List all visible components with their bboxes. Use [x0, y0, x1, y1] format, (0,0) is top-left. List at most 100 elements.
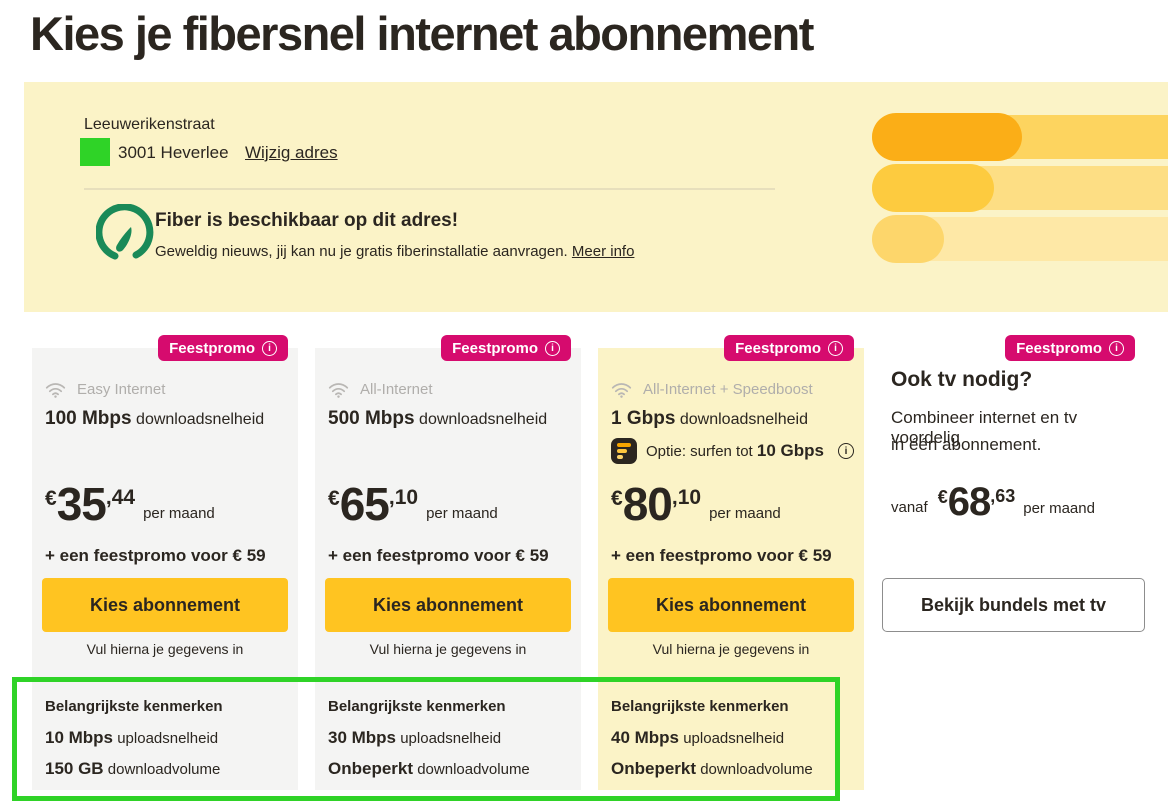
- speedometer-icon: [96, 204, 154, 260]
- fiber-available-text: Geweldig nieuws, jij kan nu je gratis fi…: [155, 243, 634, 260]
- speedboost-icon: [611, 438, 637, 464]
- fiber-available-title: Fiber is beschikbaar op dit adres!: [155, 210, 459, 231]
- speedboost-option-row: Optie: surfen tot 10 Gbps: [611, 438, 854, 464]
- upload-label: uploadsnelheid: [683, 730, 785, 747]
- info-icon[interactable]: [828, 340, 843, 356]
- volume-label: downloadvolume: [417, 761, 530, 778]
- currency-symbol: €: [328, 487, 340, 510]
- price-decimal: ,44: [105, 486, 136, 509]
- plan-name-row: Easy Internet: [45, 381, 165, 398]
- plan-name-row: All-Internet: [328, 381, 433, 398]
- volume-value: Onbeperkt: [611, 759, 697, 778]
- option-value: 10 Gbps: [756, 441, 824, 460]
- download-speed: 500 Mbps downloadsnelheid: [328, 408, 547, 430]
- choose-plan-button[interactable]: Kies abonnement: [608, 578, 854, 632]
- decorative-bar-1: [872, 113, 1168, 161]
- tv-offer-title: Ook tv nodig?: [891, 368, 1033, 391]
- tv-offer-text-line2: in één abonnement.: [891, 435, 1042, 454]
- upload-label: uploadsnelheid: [400, 730, 502, 747]
- option-text: Optie: surfen tot 10 Gbps: [646, 441, 824, 461]
- price-period: per maand: [709, 504, 781, 522]
- promo-badge[interactable]: Feestpromo: [158, 335, 288, 361]
- volume-feature: Onbeperkt downloadvolume: [611, 759, 813, 779]
- plan-card-all-internet-speedboost: Feestpromo All-Internet + Speedboost 1 G…: [598, 335, 864, 790]
- promo-badge[interactable]: Feestpromo: [441, 335, 571, 361]
- promo-badge-label: Feestpromo: [452, 339, 538, 357]
- price-integer: 80: [622, 478, 673, 530]
- price-integer: 65: [339, 478, 390, 530]
- features-title: Belangrijkste kenmerken: [611, 698, 789, 715]
- speed-label: downloadsnelheid: [419, 411, 548, 428]
- promo-badge-label: Feestpromo: [1016, 339, 1102, 357]
- decorative-bar-2: [872, 164, 1168, 212]
- price-decimal: ,10: [388, 486, 419, 509]
- price-period: per maand: [143, 504, 215, 522]
- speed-value: 1 Gbps: [611, 408, 676, 429]
- wifi-icon: [45, 383, 66, 398]
- upload-feature: 40 Mbps uploadsnelheid: [611, 728, 813, 748]
- address-street: Leeuwerikenstraat: [84, 116, 215, 133]
- promo-line: + een feestpromo voor € 59: [611, 546, 832, 565]
- banner-divider: [84, 188, 775, 190]
- promo-line: + een feestpromo voor € 59: [328, 546, 549, 565]
- features: Belangrijkste kenmerken 10 Mbps uploadsn…: [45, 698, 223, 790]
- tv-bundle-offer: Feestpromo Ook tv nodig? Combineer inter…: [882, 335, 1145, 632]
- wifi-icon: [328, 383, 349, 398]
- address-highlight-block: [80, 138, 110, 166]
- currency-symbol: €: [937, 487, 948, 507]
- cta-note: Vul hierna je gegevens in: [86, 641, 244, 657]
- plan-name: All-Internet: [360, 381, 433, 398]
- view-tv-bundles-button[interactable]: Bekijk bundels met tv: [882, 578, 1145, 632]
- upload-label: uploadsnelheid: [117, 730, 219, 747]
- plan-card-easy-internet: Feestpromo Easy Internet 100 Mbps downlo…: [32, 335, 298, 790]
- price-decimal: ,63: [990, 486, 1016, 506]
- wifi-icon: [611, 383, 632, 398]
- speed-value: 100 Mbps: [45, 408, 132, 429]
- promo-badge-label: Feestpromo: [169, 339, 255, 357]
- features: Belangrijkste kenmerken 40 Mbps uploadsn…: [611, 698, 813, 790]
- price-prefix: vanaf: [891, 498, 928, 516]
- volume-feature: 150 GB downloadvolume: [45, 759, 223, 779]
- plan-name: Easy Internet: [77, 381, 166, 398]
- info-icon[interactable]: [262, 340, 277, 356]
- speed-value: 500 Mbps: [328, 408, 415, 429]
- address-city: 3001 Heverlee: [118, 143, 229, 162]
- info-icon[interactable]: [838, 443, 854, 459]
- page-title: Kies je fibersnel internet abonnement: [30, 7, 814, 60]
- features-title: Belangrijkste kenmerken: [45, 698, 223, 715]
- cta-note: Vul hierna je gegevens in: [652, 641, 810, 657]
- price-period: per maand: [1023, 499, 1095, 517]
- price-integer: 35: [56, 478, 107, 530]
- plan-name: All-Internet + Speedboost: [643, 381, 813, 398]
- plan-card-all-internet: Feestpromo All-Internet 500 Mbps downloa…: [315, 335, 581, 790]
- more-info-link[interactable]: Meer info: [571, 243, 635, 260]
- volume-label: downloadvolume: [107, 761, 221, 778]
- upload-value: 40 Mbps: [611, 728, 680, 747]
- volume-feature: Onbeperkt downloadvolume: [328, 759, 530, 779]
- info-icon[interactable]: [1109, 340, 1124, 356]
- promo-badge[interactable]: Feestpromo: [1005, 335, 1135, 361]
- features-title: Belangrijkste kenmerken: [328, 698, 506, 715]
- volume-label: downloadvolume: [700, 761, 813, 778]
- fiber-text-body: Geweldig nieuws, jij kan nu je gratis fi…: [155, 243, 568, 260]
- upload-feature: 30 Mbps uploadsnelheid: [328, 728, 530, 748]
- tv-price: vanaf € 68 ,63 per maand: [891, 480, 1095, 524]
- download-speed: 1 Gbps downloadsnelheid: [611, 408, 808, 430]
- tv-offer-text-line1: Combineer internet en tv voordelig: [891, 408, 1078, 447]
- choose-plan-button[interactable]: Kies abonnement: [325, 578, 571, 632]
- decorative-bar-3: [872, 215, 1168, 263]
- download-speed: 100 Mbps downloadsnelheid: [45, 408, 264, 430]
- promo-badge[interactable]: Feestpromo: [724, 335, 854, 361]
- address-banner: Leeuwerikenstraat 3001 Heverlee Wijzig a…: [24, 82, 1168, 312]
- change-address-link[interactable]: Wijzig adres: [245, 143, 338, 162]
- choose-plan-button[interactable]: Kies abonnement: [42, 578, 288, 632]
- price-integer: 68: [947, 480, 991, 524]
- promo-badge-label: Feestpromo: [735, 339, 821, 357]
- cta-note: Vul hierna je gegevens in: [369, 641, 527, 657]
- plan-name-row: All-Internet + Speedboost: [611, 381, 813, 398]
- currency-symbol: €: [45, 487, 57, 510]
- price: € 80 ,10 per maand: [611, 478, 781, 530]
- info-icon[interactable]: [545, 340, 560, 356]
- upload-feature: 10 Mbps uploadsnelheid: [45, 728, 223, 748]
